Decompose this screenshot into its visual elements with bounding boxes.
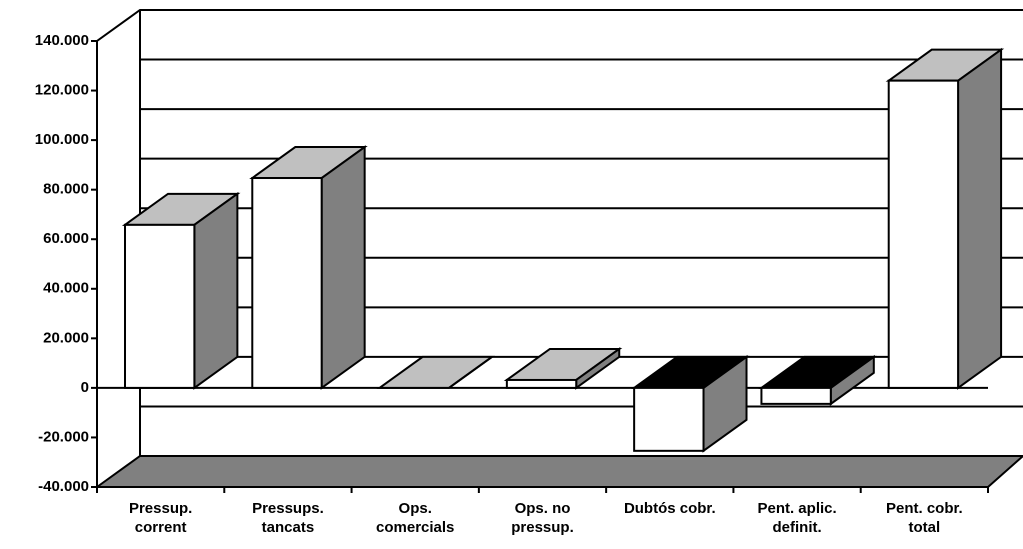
x-tick-label: total xyxy=(909,519,941,536)
bar-front xyxy=(760,386,832,405)
y-tick-label: 0 xyxy=(81,379,89,396)
x-tick-label: definit. xyxy=(772,519,821,536)
y-tick-label: 120.000 xyxy=(35,82,89,99)
y-tick-label: 80.000 xyxy=(43,181,89,198)
bar xyxy=(885,47,1005,390)
bar-front xyxy=(887,79,960,389)
bar-front xyxy=(505,378,578,389)
bar-top xyxy=(376,355,496,389)
bar xyxy=(503,347,623,390)
y-tick-label: -40.000 xyxy=(38,478,89,495)
x-tick-label: Pent. cobr. xyxy=(886,500,963,517)
y-tick-label: 140.000 xyxy=(35,32,89,49)
y-tick-label: 100.000 xyxy=(35,131,89,148)
bar xyxy=(631,354,750,453)
bar xyxy=(376,355,496,389)
bar-front xyxy=(251,177,323,389)
bar xyxy=(758,354,877,406)
x-tick-label: comercials xyxy=(376,519,454,536)
bar-side xyxy=(957,47,1003,390)
x-tick-label: Pressups. xyxy=(252,500,324,517)
x-tick-label: Dubtós cobr. xyxy=(624,500,716,517)
x-tick-label: Pent. aplic. xyxy=(757,500,836,517)
bar xyxy=(121,191,241,390)
y-tick-label: -20.000 xyxy=(38,428,89,445)
bar-side xyxy=(448,356,493,389)
bar-side xyxy=(193,191,239,390)
x-tick-label: pressup. xyxy=(511,519,574,536)
x-tick-label: Ops. xyxy=(399,500,432,517)
floor xyxy=(93,455,1023,488)
y-tick-label: 60.000 xyxy=(43,230,89,247)
x-tick-label: corrent xyxy=(135,519,187,536)
bar-front xyxy=(124,223,196,389)
x-tick-label: Ops. no xyxy=(515,500,571,517)
bar-front xyxy=(633,386,705,452)
y-tick-label: 20.000 xyxy=(43,329,89,346)
y-tick-label: 40.000 xyxy=(43,280,89,297)
bar xyxy=(249,145,368,390)
x-tick-label: Pressup. xyxy=(129,500,192,517)
x-tick-label: tancats xyxy=(262,519,315,536)
bar-side xyxy=(320,145,366,390)
